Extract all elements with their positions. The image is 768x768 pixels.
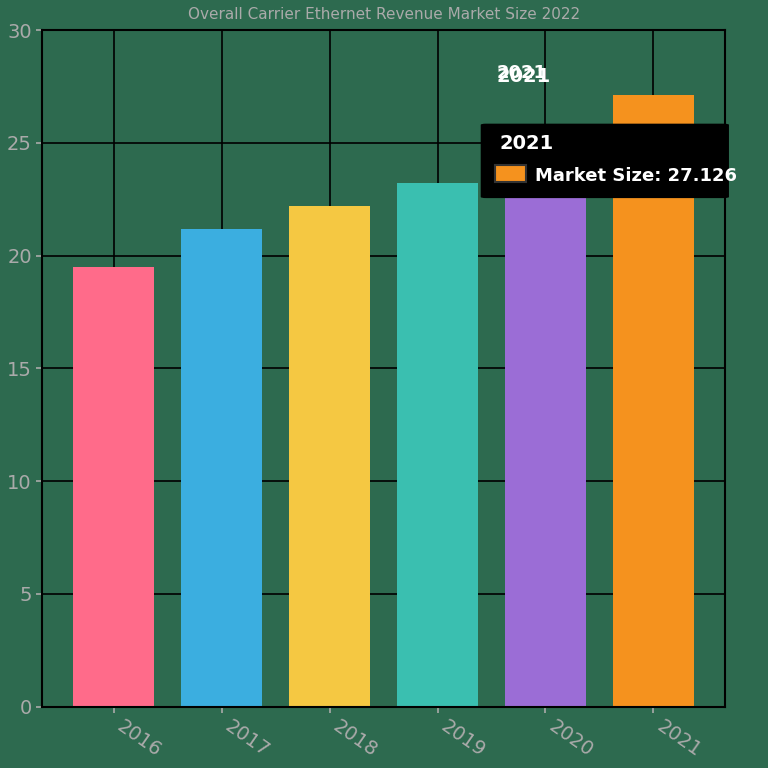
Text: Market Size: 27.126: Market Size: 27.126 bbox=[535, 167, 737, 184]
Bar bbox=[397, 184, 478, 707]
Bar bbox=[181, 229, 262, 707]
Title: Overall Carrier Ethernet Revenue Market Size 2022: Overall Carrier Ethernet Revenue Market … bbox=[187, 7, 580, 22]
Text: 2021: 2021 bbox=[497, 64, 547, 82]
Bar bbox=[73, 267, 154, 707]
Bar bbox=[613, 95, 694, 707]
Text: 2021: 2021 bbox=[499, 134, 553, 153]
Bar bbox=[505, 143, 586, 707]
FancyBboxPatch shape bbox=[495, 165, 526, 182]
FancyBboxPatch shape bbox=[481, 124, 729, 198]
Text: 2021: 2021 bbox=[497, 68, 551, 87]
Bar bbox=[289, 206, 370, 707]
